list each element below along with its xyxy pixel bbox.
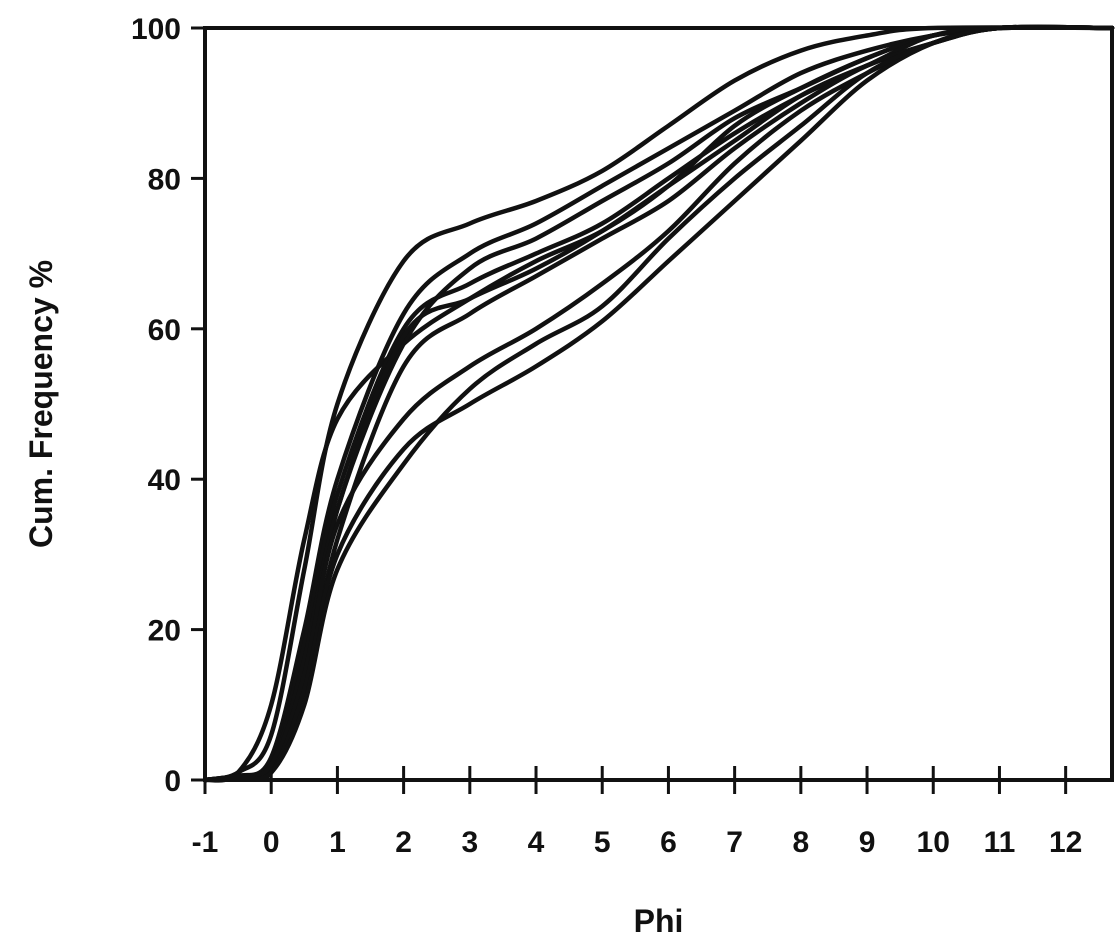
x-tick-label: 12 bbox=[1049, 826, 1082, 859]
series-line-7 bbox=[202, 24, 1115, 783]
y-tick-label: 0 bbox=[164, 765, 181, 798]
y-tick-label: 100 bbox=[131, 13, 181, 46]
x-tick-label: 0 bbox=[263, 826, 280, 859]
series-line-3 bbox=[202, 25, 1115, 783]
y-tick-label: 80 bbox=[148, 163, 181, 196]
y-tick-label: 20 bbox=[148, 615, 181, 648]
y-tick-label: 40 bbox=[148, 464, 181, 497]
x-tick-label: 5 bbox=[594, 826, 611, 859]
x-tick-label: 9 bbox=[859, 826, 876, 859]
x-tick-label: 6 bbox=[660, 826, 677, 859]
y-axis-label: Cum. Frequency % bbox=[23, 260, 59, 548]
x-tick-label: 3 bbox=[461, 826, 478, 859]
x-tick-label: 1 bbox=[329, 826, 346, 859]
x-tick-label: -1 bbox=[192, 826, 219, 859]
series-line-2 bbox=[202, 25, 1115, 783]
x-tick-label: 8 bbox=[792, 826, 809, 859]
plot-frame bbox=[203, 26, 1114, 782]
series-line-10 bbox=[202, 24, 1115, 783]
y-tick-label: 60 bbox=[148, 314, 181, 347]
series-line-5 bbox=[202, 25, 1115, 783]
series-line-9 bbox=[202, 24, 1115, 783]
x-tick-label: 4 bbox=[528, 826, 545, 859]
x-tick-label: 7 bbox=[726, 826, 743, 859]
y-axis-ticks: 0 20 40 60 80 100 bbox=[131, 13, 205, 798]
x-tick-label: 2 bbox=[395, 826, 412, 859]
x-axis-label: Phi bbox=[634, 903, 684, 939]
series-line-8 bbox=[202, 24, 1115, 783]
series-line-4 bbox=[202, 25, 1115, 783]
x-tick-label: 11 bbox=[984, 826, 1016, 859]
series-layer bbox=[202, 24, 1115, 783]
series-line-6 bbox=[202, 24, 1115, 783]
series-line-1 bbox=[202, 25, 1115, 783]
x-tick-label: 10 bbox=[917, 826, 950, 859]
